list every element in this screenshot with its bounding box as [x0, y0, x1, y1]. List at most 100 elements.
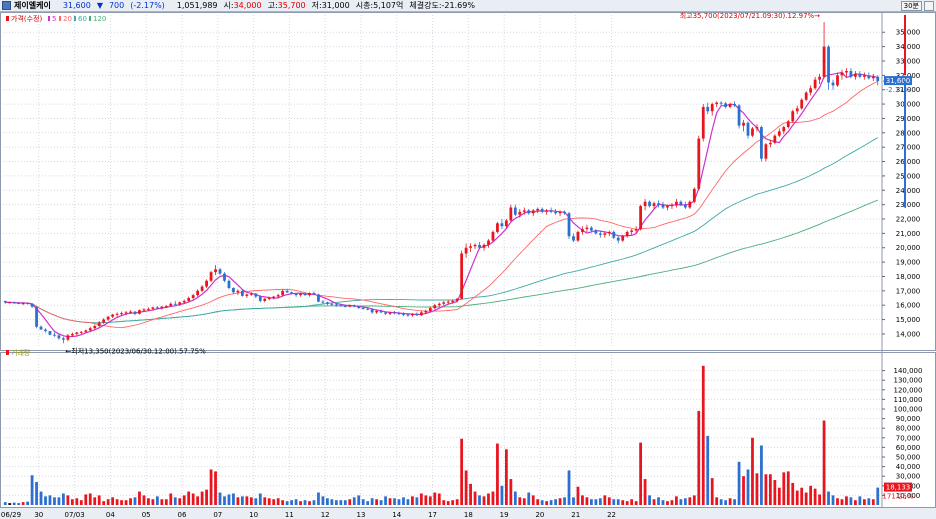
volume-bar[interactable]: [424, 495, 428, 505]
candle-body[interactable]: [330, 303, 334, 305]
candle-body[interactable]: [343, 305, 347, 307]
volume-bar[interactable]: [768, 474, 772, 505]
volume-bar[interactable]: [272, 499, 276, 505]
candle-body[interactable]: [473, 244, 477, 247]
volume-bar[interactable]: [388, 498, 392, 505]
volume-bar[interactable]: [437, 493, 441, 505]
candle-body[interactable]: [509, 207, 513, 221]
volume-bar[interactable]: [733, 499, 736, 505]
volume-bar[interactable]: [831, 495, 835, 505]
candle-body[interactable]: [572, 236, 575, 241]
volume-bar[interactable]: [357, 495, 361, 505]
volume-bar[interactable]: [232, 493, 235, 505]
candle-body[interactable]: [299, 293, 302, 296]
candle-body[interactable]: [612, 231, 616, 238]
candle-body[interactable]: [581, 229, 584, 232]
candle-body[interactable]: [827, 46, 830, 83]
volume-bar[interactable]: [62, 493, 65, 505]
volume-bar[interactable]: [818, 494, 821, 505]
volume-bar[interactable]: [545, 501, 549, 505]
candle-body[interactable]: [370, 309, 374, 313]
candle-body[interactable]: [66, 335, 70, 340]
candle-body[interactable]: [513, 207, 517, 215]
candle-body[interactable]: [397, 313, 401, 315]
candle-body[interactable]: [491, 231, 495, 241]
volume-bar[interactable]: [607, 497, 611, 505]
candle-body[interactable]: [554, 211, 557, 214]
candle-body[interactable]: [724, 103, 728, 107]
candle-body[interactable]: [285, 290, 289, 293]
candle-body[interactable]: [160, 306, 164, 309]
candle-body[interactable]: [147, 308, 150, 310]
volume-bar[interactable]: [549, 500, 553, 505]
volume-bar[interactable]: [782, 472, 786, 505]
candle-body[interactable]: [334, 304, 338, 306]
candle-body[interactable]: [8, 302, 12, 304]
volume-bar[interactable]: [822, 420, 826, 505]
volume-bar[interactable]: [719, 499, 723, 505]
volume-bar[interactable]: [446, 501, 450, 505]
volume-bar[interactable]: [70, 499, 74, 505]
volume-bar[interactable]: [124, 500, 128, 505]
volume-bar[interactable]: [44, 496, 47, 505]
candle-body[interactable]: [173, 303, 177, 305]
volume-bar[interactable]: [258, 493, 262, 505]
volume-bar[interactable]: [285, 501, 289, 505]
candle-body[interactable]: [129, 311, 132, 313]
volume-bar[interactable]: [751, 437, 754, 505]
candle-body[interactable]: [357, 306, 361, 309]
candle-body[interactable]: [419, 312, 423, 316]
volume-bar[interactable]: [366, 501, 370, 505]
candle-body[interactable]: [522, 210, 526, 212]
volume-bar[interactable]: [339, 500, 343, 505]
candle-body[interactable]: [294, 293, 298, 296]
candle-body[interactable]: [39, 326, 43, 330]
candle-body[interactable]: [854, 73, 857, 77]
volume-bar[interactable]: [491, 491, 495, 505]
candle-body[interactable]: [549, 210, 553, 212]
volume-bar[interactable]: [187, 491, 191, 505]
volume-bar[interactable]: [419, 493, 423, 505]
volume-bar[interactable]: [214, 471, 217, 505]
candle-body[interactable]: [760, 127, 763, 159]
volume-bar[interactable]: [661, 500, 665, 505]
volume-bar[interactable]: [263, 497, 267, 505]
volume-bar[interactable]: [876, 487, 880, 505]
volume-bar[interactable]: [675, 496, 678, 505]
candle-body[interactable]: [30, 303, 34, 307]
volume-bar[interactable]: [84, 494, 88, 505]
candle-body[interactable]: [411, 313, 414, 316]
volume-bar[interactable]: [178, 498, 182, 505]
volume-bar[interactable]: [138, 491, 141, 505]
volume-bar[interactable]: [142, 495, 146, 505]
candle-body[interactable]: [155, 307, 159, 309]
candle-body[interactable]: [249, 293, 253, 295]
volume-bar[interactable]: [777, 487, 781, 505]
volume-bar[interactable]: [683, 498, 687, 505]
candle-body[interactable]: [133, 311, 137, 314]
candle-body[interactable]: [768, 142, 772, 145]
candle-body[interactable]: [706, 106, 710, 112]
volume-bar[interactable]: [612, 499, 616, 505]
volume-bar[interactable]: [666, 501, 669, 505]
candle-body[interactable]: [710, 104, 714, 112]
volume-bar[interactable]: [809, 485, 813, 505]
volume-bar[interactable]: [581, 495, 584, 505]
candle-body[interactable]: [57, 335, 61, 339]
candle-body[interactable]: [504, 220, 508, 227]
candle-body[interactable]: [12, 302, 16, 304]
volume-bar[interactable]: [79, 500, 83, 505]
volume-bar[interactable]: [746, 469, 750, 505]
candle-body[interactable]: [871, 76, 875, 79]
volume-bar[interactable]: [737, 461, 741, 505]
candle-body[interactable]: [272, 296, 276, 299]
volume-bar[interactable]: [594, 499, 598, 505]
candle-body[interactable]: [240, 290, 244, 296]
volume-bar[interactable]: [854, 500, 857, 505]
candle-body[interactable]: [223, 273, 226, 281]
candle-body[interactable]: [862, 75, 866, 77]
candle-body[interactable]: [482, 244, 486, 248]
volume-bar[interactable]: [433, 492, 437, 505]
volume-bar[interactable]: [567, 470, 571, 505]
volume-bar[interactable]: [621, 500, 625, 505]
